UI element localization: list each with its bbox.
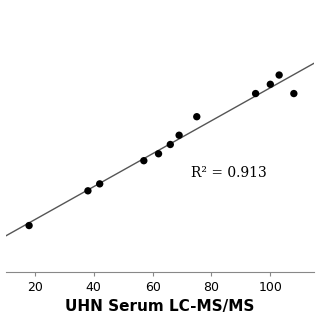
Text: R² = 0.913: R² = 0.913: [191, 166, 267, 180]
Point: [276, 72, 282, 77]
Point: [141, 158, 146, 163]
Point: [85, 188, 91, 193]
Point: [156, 151, 161, 156]
Point: [27, 223, 32, 228]
Point: [168, 142, 173, 147]
Point: [194, 114, 199, 119]
Point: [97, 181, 102, 187]
Point: [177, 133, 182, 138]
X-axis label: UHN Serum LC-MS/MS: UHN Serum LC-MS/MS: [65, 300, 255, 315]
Point: [268, 82, 273, 87]
Point: [291, 91, 296, 96]
Point: [253, 91, 258, 96]
